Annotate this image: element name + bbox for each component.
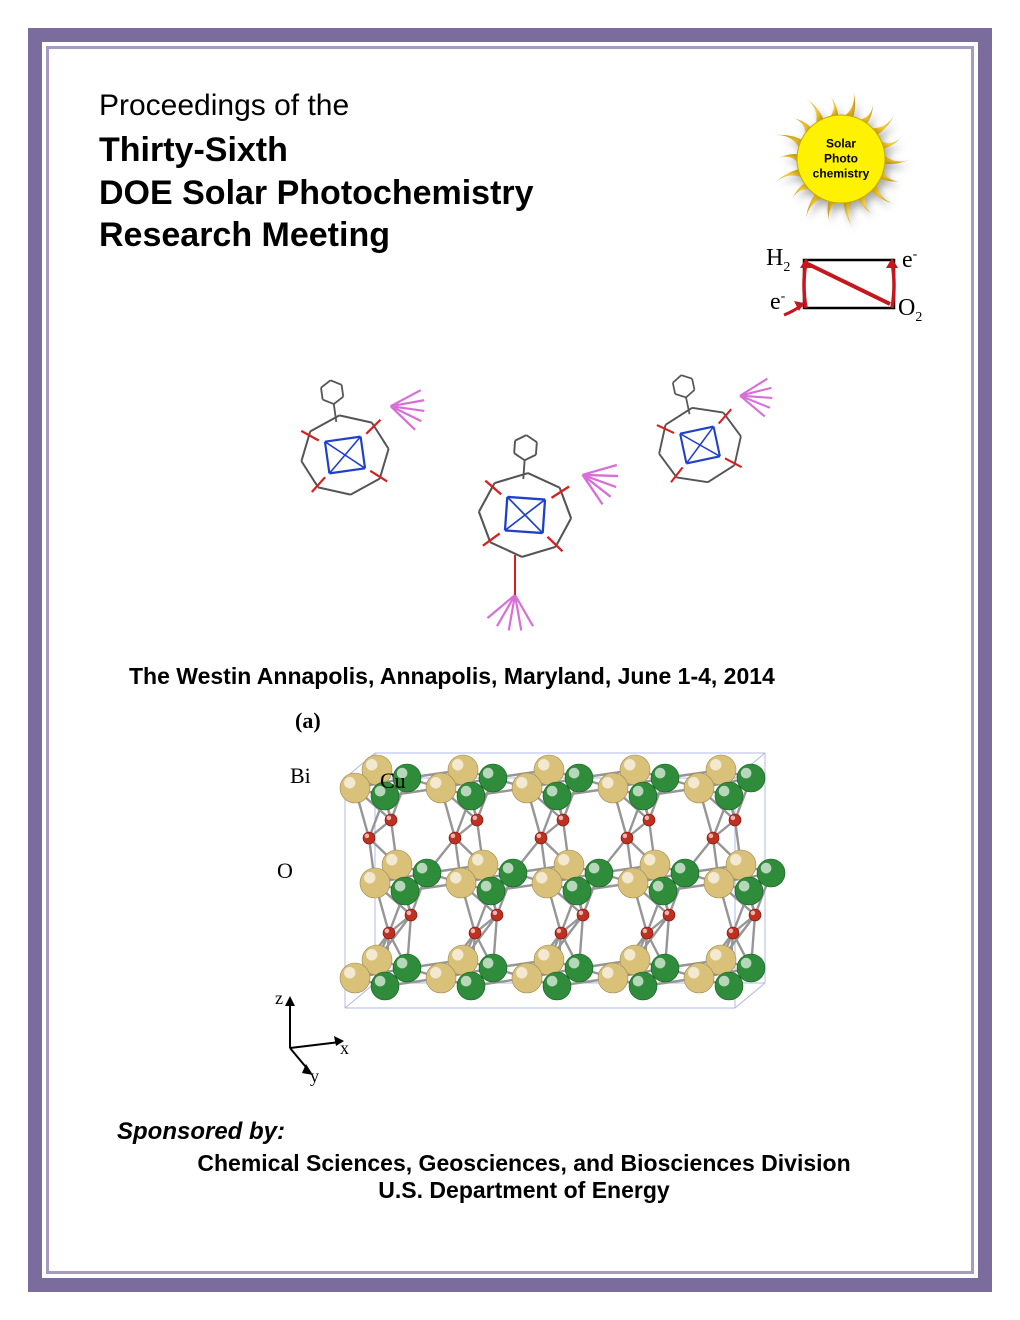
pretitle: Proceedings of the [99,89,751,123]
right-column: Solar Photo chemistry [751,89,931,335]
frame-gap: Proceedings of the Thirty-Sixth DOE Sola… [42,42,978,1278]
sun-line3: chemistry [813,167,870,181]
zscheme-e-right-label: e- [902,247,917,274]
sun-text: Solar Photo chemistry [813,137,870,182]
zscheme-e-left-label: e- [770,289,785,316]
crystal-panel-label: (a) [295,708,321,734]
title-block: Proceedings of the Thirty-Sixth DOE Sola… [99,89,751,257]
title-line3: Research Meeting [99,216,390,254]
crystal-cu-label: Cu [380,768,406,794]
title-line2: DOE Solar Photochemistry [99,174,534,212]
crystal-wrap: (a) Bi Cu O z x y [235,708,795,1098]
title-line1: Thirty-Sixth [99,131,288,169]
crystal-svg [235,708,795,1098]
sun-line2: Photo [824,152,858,166]
sponsor-line2: U.S. Department of Energy [117,1177,931,1204]
page: Proceedings of the Thirty-Sixth DOE Sola… [0,0,1020,1320]
header-row: Proceedings of the Thirty-Sixth DOE Sola… [99,89,931,335]
sponsor-line1: Chemical Sciences, Geosciences, and Bios… [117,1150,931,1177]
sun-logo-icon: Solar Photo chemistry [771,89,911,229]
sun-line1: Solar [826,137,856,151]
molecular-svg [155,345,875,645]
venue-line: The Westin Annapolis, Annapolis, Marylan… [129,663,931,690]
crystal-axis-z: z [275,988,283,1009]
zscheme-o2-label: O2 [898,295,922,326]
zscheme-h2-label: H2 [766,245,790,276]
crystal-bi-label: Bi [290,763,311,789]
frame-outer: Proceedings of the Thirty-Sixth DOE Sola… [28,28,992,1292]
sponsor-block: Sponsored by: Chemical Sciences, Geoscie… [99,1118,931,1204]
crystal-axis-y: y [310,1066,319,1087]
zscheme-diagram: H2 e- e- O2 [756,245,926,335]
frame-inner: Proceedings of the Thirty-Sixth DOE Sola… [46,46,974,1274]
sponsor-intro: Sponsored by: [117,1118,931,1146]
crystal-axis-x: x [340,1038,349,1059]
crystal-figure: (a) Bi Cu O z x y [99,708,931,1098]
molecular-figure [99,345,931,645]
main-title: Thirty-Sixth DOE Solar Photochemistry Re… [99,129,751,257]
content-area: Proceedings of the Thirty-Sixth DOE Sola… [49,49,971,1271]
crystal-o-label: O [277,858,293,884]
